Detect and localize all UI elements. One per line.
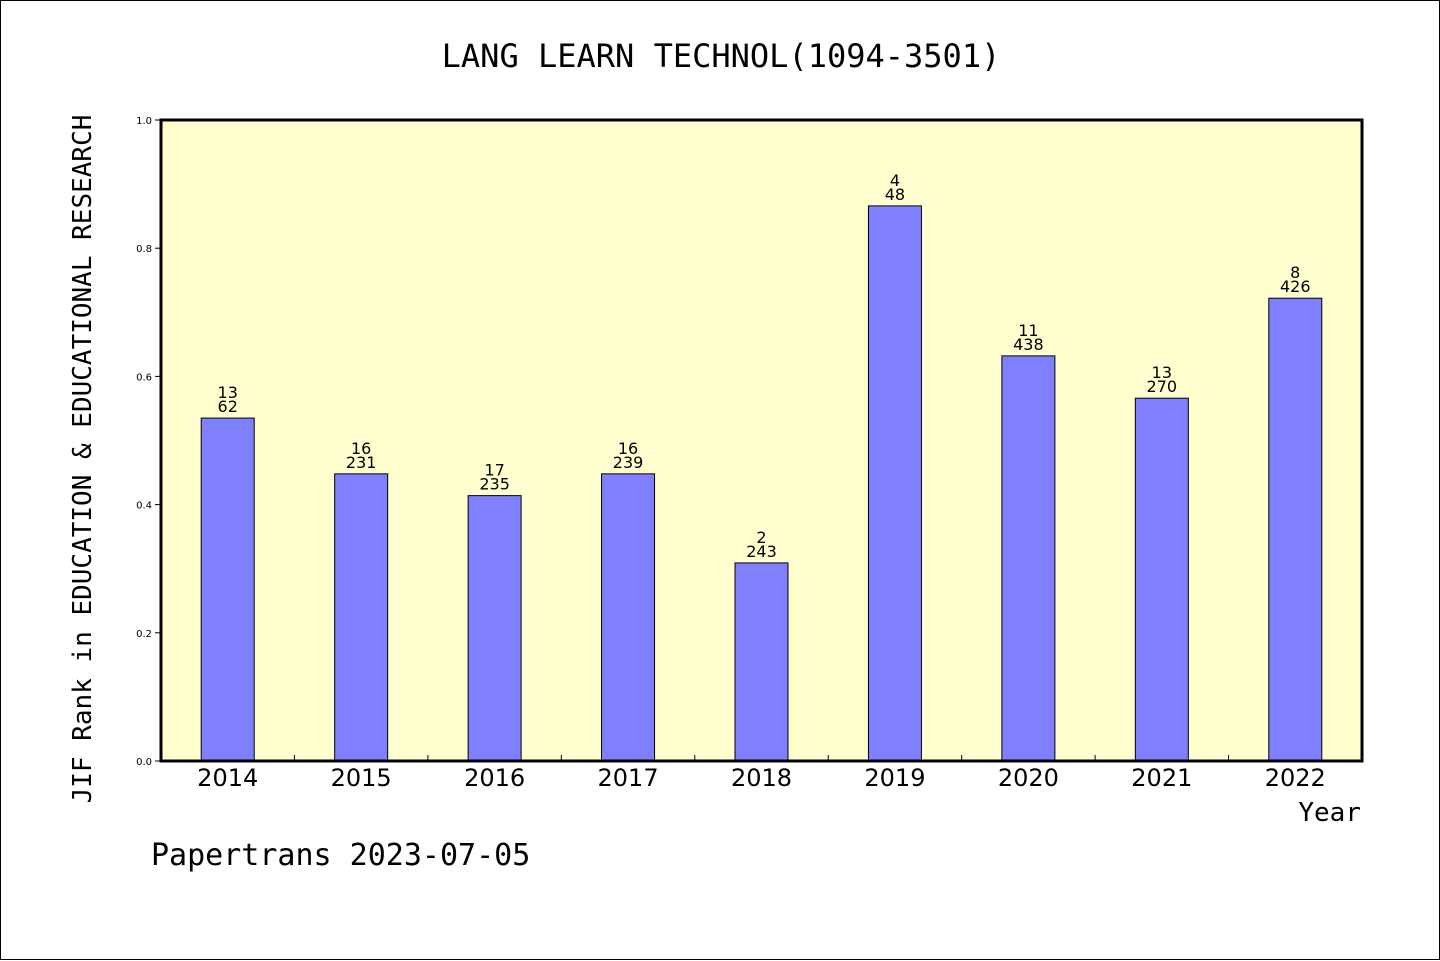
data-label-bottom: 235	[479, 475, 510, 494]
data-label-bottom: 231	[346, 453, 377, 472]
x-tick-label: 2021	[1131, 764, 1192, 792]
data-label-top: 4	[890, 171, 900, 190]
data-label-bottom: 438	[1013, 335, 1044, 354]
data-label-top: 13	[1152, 363, 1172, 382]
bar-2019	[867, 205, 922, 762]
chart-title: LANG LEARN TECHNOL(1094-3501)	[442, 37, 1001, 75]
x-tick-label: 2019	[864, 764, 925, 792]
bar-2022	[1268, 297, 1323, 762]
data-label-top: 11	[1018, 321, 1038, 340]
bars	[200, 205, 1323, 762]
data-label-bottom: 48	[885, 185, 905, 204]
y-axis-ticks: 0.0 0.2 0.4 0.6 0.8 1.0	[136, 116, 161, 768]
x-tick-label: 2018	[731, 764, 792, 792]
data-label-bottom: 239	[613, 453, 644, 472]
x-tick-label: 2016	[464, 764, 525, 792]
data-label-bottom: 426	[1280, 277, 1311, 296]
bar-2017	[601, 473, 656, 762]
data-label-top: 17	[484, 461, 504, 480]
data-label-bottom: 270	[1147, 377, 1178, 396]
y-tick-label: 0.8	[136, 244, 152, 255]
data-label-bottom: 243	[746, 542, 777, 561]
plot-border	[159, 118, 1364, 763]
data-label-top: 2	[756, 528, 766, 547]
bar-2018	[734, 562, 789, 762]
y-tick-label: 0.2	[136, 629, 152, 640]
bar-2015	[334, 473, 389, 762]
x-tick-label: 2015	[331, 764, 392, 792]
bar-2014	[200, 417, 255, 762]
y-tick-label: 0.4	[136, 501, 152, 512]
bar-2020	[1001, 355, 1056, 762]
bar-2021	[1134, 397, 1189, 762]
x-tick-label: 2014	[197, 764, 258, 792]
y-tick-label: 0.0	[136, 757, 152, 768]
bar-2016	[467, 495, 522, 762]
x-tick-label: 2020	[998, 764, 1059, 792]
data-label-bottom: 62	[218, 397, 238, 416]
data-label-top: 16	[618, 439, 638, 458]
y-axis-label: JIF Rank in EDUCATION & EDUCATIONAL RESE…	[68, 115, 98, 804]
y-tick-label: 1.0	[136, 116, 152, 127]
data-label-top: 8	[1290, 263, 1300, 282]
y-tick-label: 0.6	[136, 372, 152, 383]
x-tick-label: 2022	[1265, 764, 1326, 792]
x-tick-label: 2017	[598, 764, 659, 792]
data-label-top: 16	[351, 439, 371, 458]
x-axis-ticks: 2014 2015 2016 2017 2018 2019 2020 2021 2022	[197, 755, 1326, 792]
footer-credit: Papertrans 2023-07-05	[151, 838, 530, 873]
data-label-top: 13	[218, 383, 238, 402]
x-axis-label: Year	[1298, 798, 1361, 828]
